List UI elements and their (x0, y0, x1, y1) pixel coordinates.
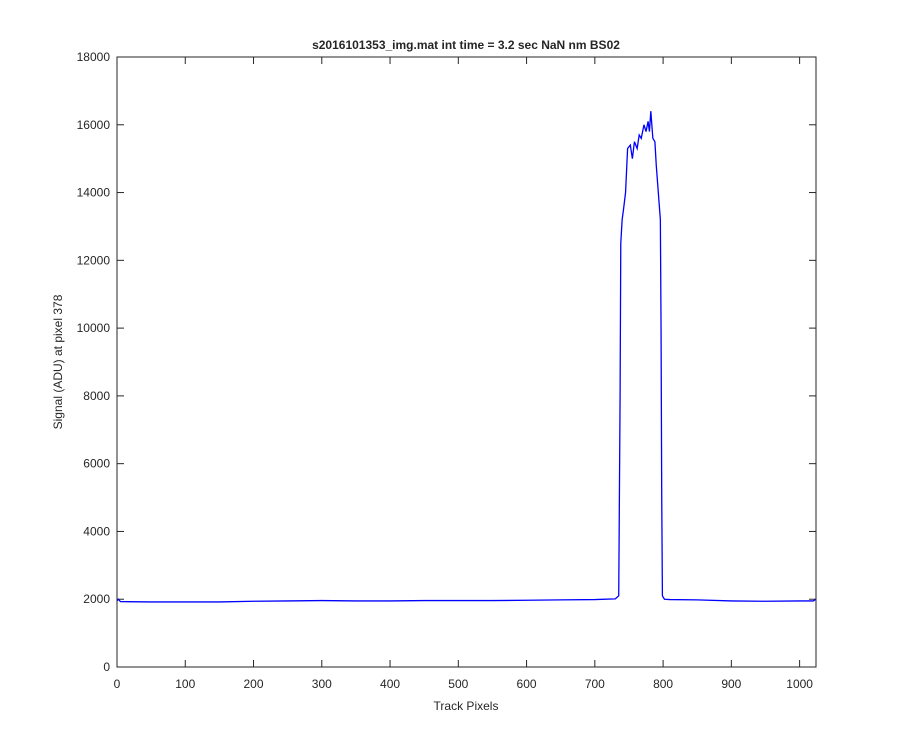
y-tick-label: 16000 (77, 118, 111, 132)
x-axis-label: Track Pixels (434, 699, 499, 713)
y-tick-label: 2000 (83, 592, 110, 606)
y-tick-label: 4000 (83, 524, 110, 538)
axes-box (116, 56, 817, 668)
y-tick-label: 10000 (77, 321, 111, 335)
chart-title: s2016101353_img.mat int time = 3.2 sec N… (312, 38, 620, 52)
x-tick-label: 900 (721, 677, 741, 691)
x-tick-label: 0 (114, 677, 121, 691)
y-tick-label: 12000 (77, 253, 111, 267)
x-tick-label: 800 (653, 677, 673, 691)
x-tick-label: 600 (517, 677, 537, 691)
x-tick-label: 300 (312, 677, 332, 691)
data-line (116, 111, 817, 603)
y-tick-label: 14000 (77, 186, 111, 200)
x-tick-label: 500 (448, 677, 468, 691)
x-tick-label: 200 (244, 677, 264, 691)
y-axis-label: Signal (ADU) at pixel 378 (51, 294, 65, 429)
y-tick-label: 18000 (77, 50, 111, 64)
y-tick-label: 0 (103, 660, 110, 674)
y-tick-label: 8000 (83, 389, 110, 403)
y-tick-label: 6000 (83, 457, 110, 471)
plot-area (117, 57, 816, 667)
x-tick-label: 700 (585, 677, 605, 691)
x-tick-label: 1000 (786, 677, 813, 691)
x-tick-label: 100 (175, 677, 195, 691)
x-tick-label: 400 (380, 677, 400, 691)
